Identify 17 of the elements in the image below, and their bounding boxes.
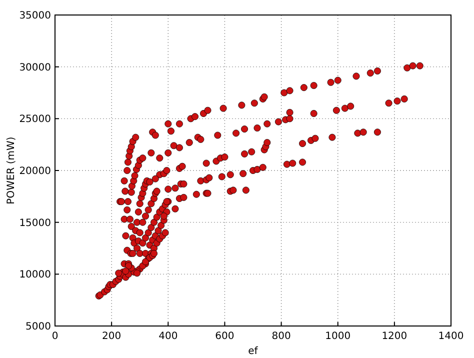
y-tick-label: 35000 bbox=[19, 10, 51, 22]
y-tick-label: 10000 bbox=[19, 270, 51, 281]
x-tick-label: 600 bbox=[215, 331, 234, 342]
y-tick-label: 15000 bbox=[19, 218, 51, 229]
y-tick-label: 30000 bbox=[19, 62, 51, 74]
x-tick-label: 1400 bbox=[438, 331, 464, 342]
x-tick-label: 1000 bbox=[325, 331, 351, 342]
y-tick-label: 20000 bbox=[19, 166, 51, 177]
x-tick-label: 1200 bbox=[382, 331, 408, 342]
y-tick-label: 5000 bbox=[26, 322, 51, 332]
y-tick-label: 25000 bbox=[19, 114, 51, 126]
x-axis-title: ef bbox=[248, 346, 258, 357]
x-tick-label: 0 bbox=[52, 331, 58, 342]
x-tick-label: 400 bbox=[158, 331, 178, 342]
x-tick-label: 800 bbox=[272, 331, 291, 342]
y-axis-title: POWER (mW) bbox=[6, 136, 17, 204]
x-tick-label: 200 bbox=[102, 331, 122, 342]
